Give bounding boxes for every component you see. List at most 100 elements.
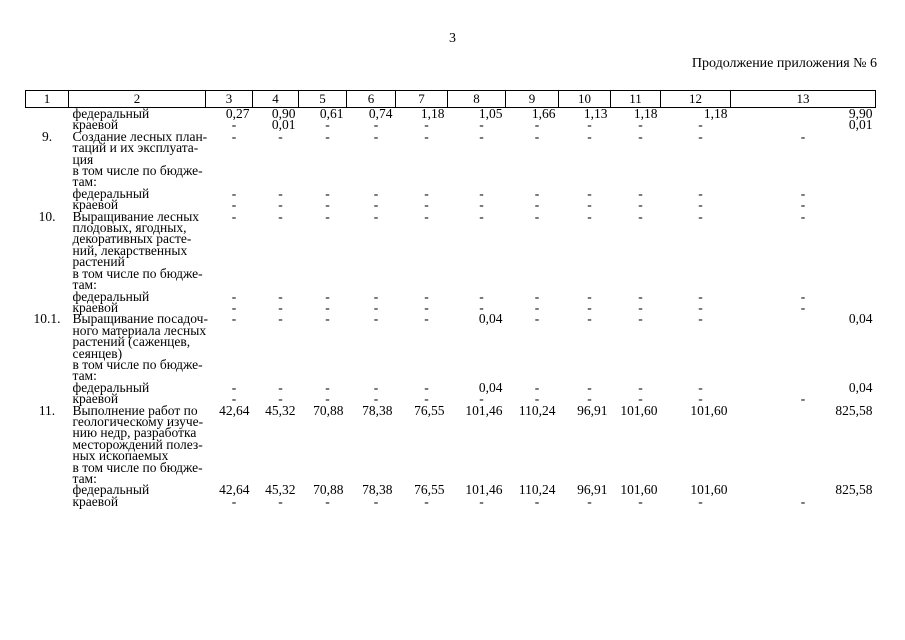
dash-cell: - bbox=[424, 208, 429, 224]
dash-cell: - bbox=[373, 379, 379, 395]
row-label-cell: в том числе по бюдже- там: bbox=[72, 163, 203, 190]
value-cell bbox=[347, 359, 396, 382]
dash-cell: - bbox=[424, 128, 429, 144]
dash-cell: - bbox=[698, 288, 703, 304]
value-cell: 110,24 bbox=[518, 402, 556, 418]
column-header: 6 bbox=[346, 90, 396, 108]
value-cell: 1,13 bbox=[583, 106, 608, 121]
row-label-cell: краевой bbox=[72, 117, 119, 133]
value-cell bbox=[253, 359, 299, 382]
dash-cell: - bbox=[231, 311, 237, 327]
value-cell bbox=[206, 268, 253, 291]
value-cell: 70,88 bbox=[313, 402, 344, 418]
dash-cell: - bbox=[534, 185, 540, 201]
value-cell: 78,38 bbox=[362, 482, 393, 498]
value-cell bbox=[661, 268, 731, 291]
table-row: федеральный - - - - - - - - - - - bbox=[26, 185, 876, 201]
dash-cell: - bbox=[587, 117, 592, 133]
dash-cell: - bbox=[698, 128, 703, 144]
value-cell bbox=[731, 165, 876, 188]
row-number-cell bbox=[26, 359, 69, 382]
table-row: федеральный - - - - - 0,04 - - - - 0,04 bbox=[26, 379, 876, 395]
row-label-cell: в том числе по бюдже- там: bbox=[72, 356, 203, 384]
value-cell: 825,58 bbox=[835, 402, 873, 418]
value-cell: 9,90 bbox=[848, 106, 873, 121]
row-label-cell: федеральный bbox=[72, 106, 150, 121]
table-row: 10. Выращивание лесных плодовых, ягодных,… bbox=[26, 208, 876, 270]
dash-cell: - bbox=[424, 299, 429, 315]
table-row: 10.1. Выращивание посадоч- ного материала… bbox=[26, 311, 876, 360]
dash-cell: - bbox=[479, 288, 484, 304]
table-row: федеральный 42,64 45,32 70,88 78,38 76,55 101,… bbox=[26, 482, 876, 498]
row-number-cell bbox=[26, 188, 69, 199]
value-cell bbox=[299, 268, 347, 291]
dash-cell: - bbox=[424, 288, 429, 304]
value-cell bbox=[448, 268, 506, 291]
dash-cell: - bbox=[278, 299, 283, 315]
dash-cell: - bbox=[373, 208, 379, 224]
dash-cell: - bbox=[534, 288, 540, 304]
value-cell: 0,90 bbox=[271, 106, 296, 121]
value-cell: 101,46 bbox=[465, 402, 503, 418]
value-cell: 1,18 bbox=[633, 106, 658, 121]
table-row: в том числе по бюдже- там: bbox=[26, 356, 876, 384]
row-number-cell: 10. bbox=[38, 208, 56, 224]
dash-cell: - bbox=[587, 311, 592, 327]
continuation-note: Продолжение приложения № 6 bbox=[691, 56, 877, 71]
dash-cell: - bbox=[278, 197, 283, 213]
value-cell: 101,60 bbox=[620, 402, 658, 418]
value-cell: 96,91 bbox=[577, 482, 608, 498]
table-body: федеральный 0,27 0,90 0,61 0,74 1,18 1,05 1,66 1… bbox=[26, 106, 876, 509]
dash-cell: - bbox=[534, 493, 540, 509]
dash-cell: - bbox=[587, 299, 592, 315]
dash-cell: - bbox=[800, 288, 806, 304]
dash-cell: - bbox=[325, 391, 330, 407]
table-row: федеральный - - - - - - - - - - - bbox=[26, 288, 876, 304]
dash-cell: - bbox=[479, 128, 484, 144]
header-row: 1 2 3 4 5 6 7 8 9 10 11 12 13 bbox=[25, 90, 876, 108]
dash-cell: - bbox=[800, 208, 806, 224]
dash-cell: - bbox=[534, 299, 540, 315]
dash-cell: - bbox=[278, 208, 283, 224]
dash-cell: - bbox=[278, 379, 283, 395]
value-cell bbox=[448, 462, 506, 485]
value-cell bbox=[559, 462, 611, 485]
value-cell bbox=[396, 359, 448, 382]
value-cell bbox=[731, 268, 876, 291]
column-header: 9 bbox=[505, 90, 559, 108]
row-label-cell: федеральный bbox=[72, 482, 150, 498]
dash-cell: - bbox=[534, 128, 540, 144]
row-number-cell bbox=[26, 382, 69, 393]
dash-cell: - bbox=[534, 311, 540, 327]
dash-cell: - bbox=[479, 208, 484, 224]
value-cell bbox=[206, 165, 253, 188]
row-number-cell bbox=[26, 291, 69, 302]
value-cell bbox=[611, 462, 661, 485]
dash-cell: - bbox=[278, 311, 283, 327]
value-cell bbox=[347, 462, 396, 485]
value-cell: 1,66 bbox=[531, 106, 556, 121]
column-header: 2 bbox=[68, 90, 206, 108]
value-cell bbox=[448, 165, 506, 188]
value-cell: 1,18 bbox=[420, 106, 445, 121]
dash-cell: - bbox=[638, 117, 643, 133]
row-label-cell: Выращивание лесных плодовых, ягодных, де… bbox=[72, 208, 200, 270]
value-cell bbox=[206, 462, 253, 485]
row-number-cell: 10.1. bbox=[33, 311, 61, 327]
dash-cell: - bbox=[800, 493, 806, 509]
value-cell: 70,88 bbox=[313, 482, 344, 498]
value-cell: 1,05 bbox=[478, 106, 503, 121]
value-cell: 110,24 bbox=[518, 482, 556, 498]
page-number: 3 bbox=[449, 31, 456, 46]
value-cell bbox=[731, 359, 876, 382]
appendix-table: 1 2 3 4 5 6 7 8 9 10 11 12 13 федеральный 0,27 0,90 0,6… bbox=[25, 90, 876, 509]
value-cell bbox=[661, 165, 731, 188]
dash-cell: - bbox=[231, 185, 237, 201]
dash-cell: - bbox=[325, 299, 330, 315]
dash-cell: - bbox=[638, 379, 643, 395]
dash-cell: - bbox=[587, 379, 592, 395]
table-row: краевой - - - - - - - - - - - bbox=[26, 493, 876, 509]
dash-cell: - bbox=[587, 185, 592, 201]
column-header: 12 bbox=[660, 90, 731, 108]
dash-cell: - bbox=[424, 117, 429, 133]
